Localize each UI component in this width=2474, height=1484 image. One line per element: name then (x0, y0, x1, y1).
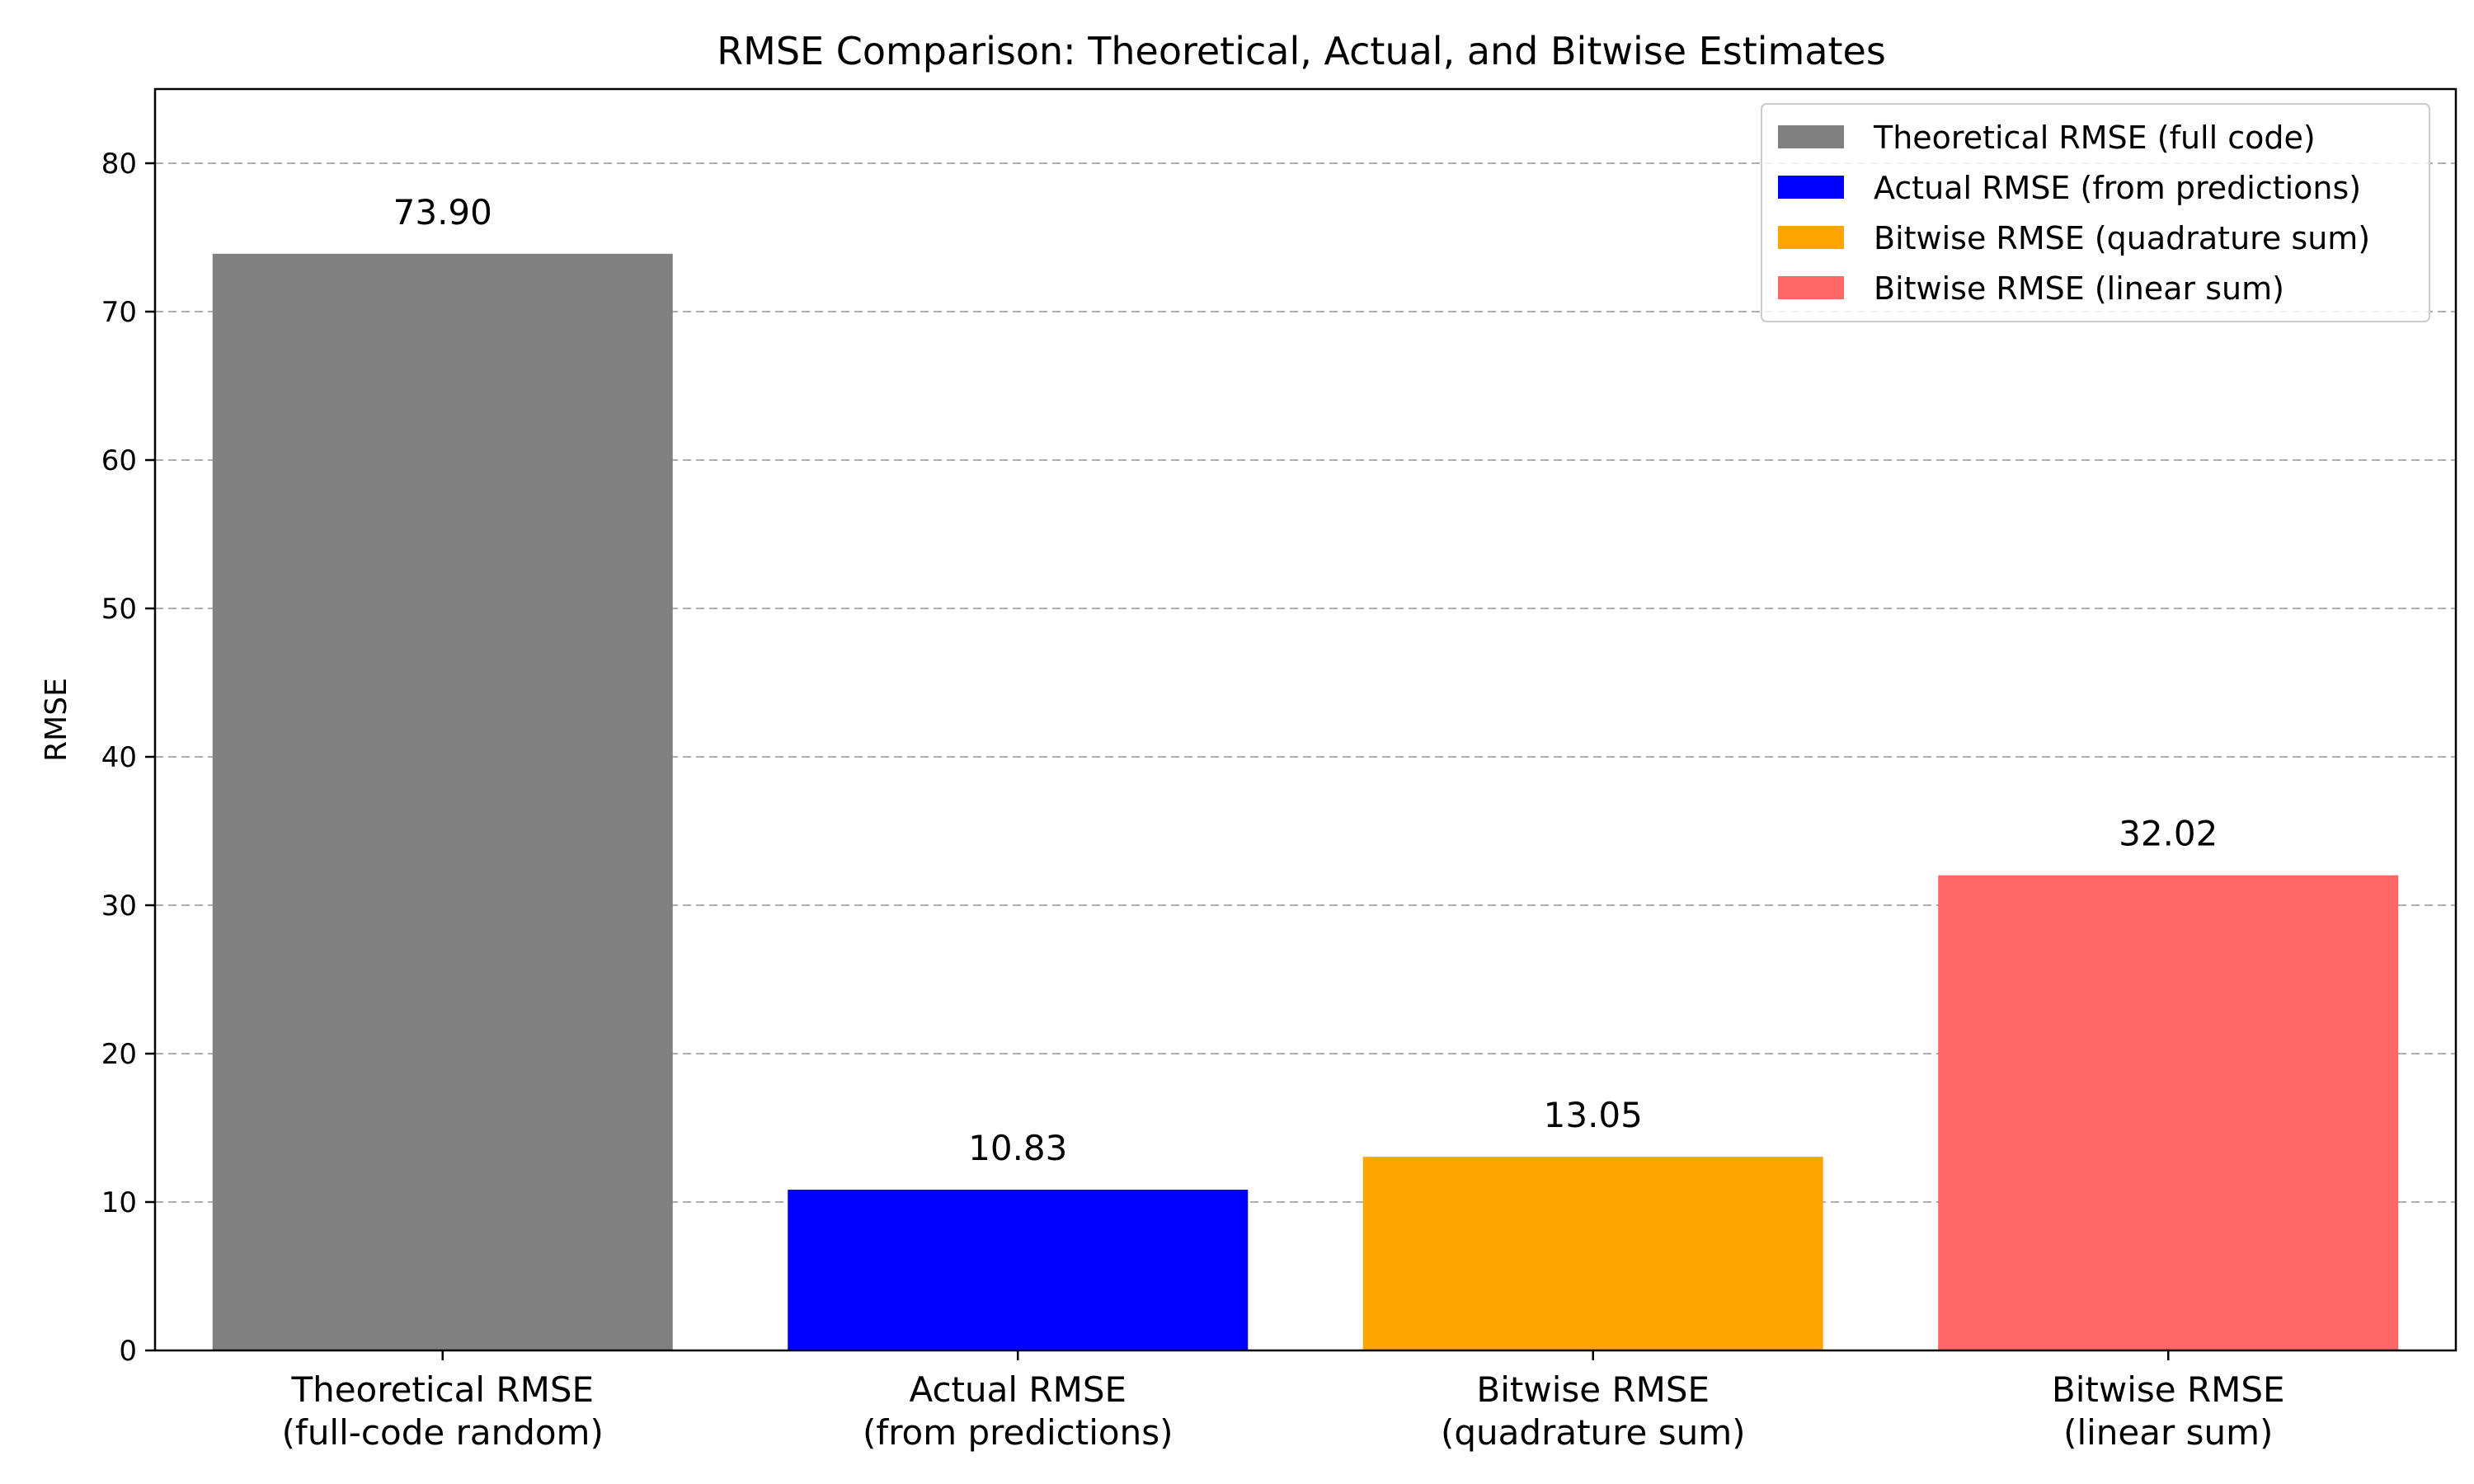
value-label: 32.02 (2119, 814, 2218, 854)
x-tick-label: Bitwise RMSE (2052, 1369, 2285, 1410)
y-tick-label: 80 (101, 148, 137, 181)
y-axis-label: RMSE (40, 678, 73, 762)
x-tick-label: Theoretical RMSE (290, 1369, 594, 1410)
bar (788, 1190, 1249, 1350)
bars (212, 253, 2399, 1350)
y-tick-label: 20 (101, 1038, 137, 1071)
bar (1938, 875, 2399, 1350)
legend-label: Theoretical RMSE (full code) (1873, 120, 2316, 156)
legend-swatch (1778, 226, 1844, 249)
x-tick-label: (quadrature sum) (1441, 1412, 1746, 1453)
y-tick-label: 60 (101, 444, 137, 477)
legend: Theoretical RMSE (full code) Actual RMSE … (1761, 103, 2430, 322)
y-tick-label: 70 (101, 296, 137, 329)
y-tick-label: 0 (119, 1335, 137, 1368)
legend-swatch (1778, 125, 1844, 148)
x-tick-label: (from predictions) (863, 1412, 1173, 1453)
value-label: 73.90 (393, 192, 492, 232)
value-labels: 73.90 10.83 13.05 32.02 (393, 192, 2218, 1168)
bar (212, 253, 673, 1350)
plot-frame (153, 87, 2458, 1352)
x-tick-label: (linear sum) (2063, 1412, 2273, 1453)
legend-swatch (1778, 176, 1844, 199)
y-tick-label: 10 (101, 1186, 137, 1219)
legend-box (1761, 103, 2430, 322)
value-label: 13.05 (1544, 1095, 1643, 1135)
x-tick-label: Bitwise RMSE (1476, 1369, 1710, 1410)
legend-label: Bitwise RMSE (quadrature sum) (1874, 220, 2370, 256)
legend-swatch (1778, 276, 1844, 299)
value-label: 10.83 (968, 1128, 1067, 1168)
y-tick-label: 50 (101, 593, 137, 626)
legend-label: Actual RMSE (from predictions) (1874, 170, 2361, 206)
y-axis-ticks: 0 10 20 30 40 50 60 70 80 (101, 148, 155, 1368)
bar (1362, 1157, 1823, 1350)
chart-title: RMSE Comparison: Theoretical, Actual, an… (717, 29, 1886, 73)
y-tick-label: 30 (101, 890, 137, 923)
legend-label: Bitwise RMSE (linear sum) (1874, 270, 2284, 307)
x-axis-ticks: Theoretical RMSE(full-code random) Actual… (282, 1350, 2285, 1453)
x-tick-label: (full-code random) (282, 1412, 604, 1453)
y-tick-label: 40 (101, 741, 137, 774)
x-tick-label: Actual RMSE (909, 1369, 1126, 1410)
